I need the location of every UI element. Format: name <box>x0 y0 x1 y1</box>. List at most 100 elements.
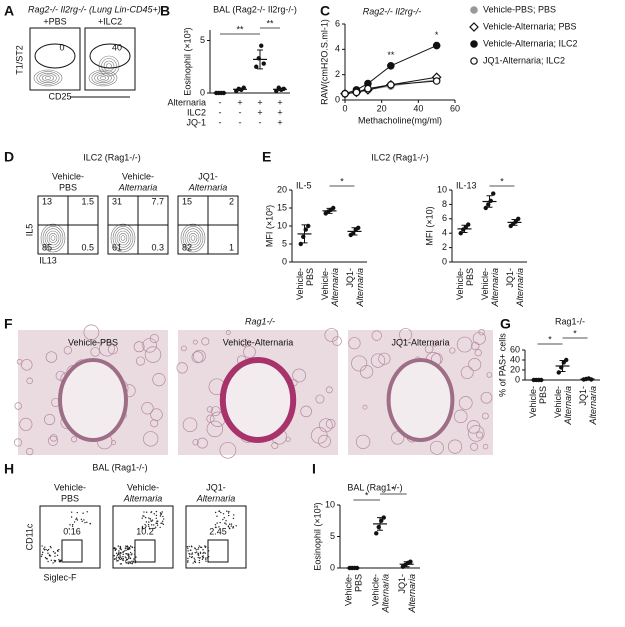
event-dot <box>142 515 144 517</box>
event-dot <box>227 526 230 528</box>
event-dot <box>215 526 217 529</box>
quadrant-value: 13 <box>42 196 52 206</box>
event-dot <box>188 545 190 548</box>
chart-title: Rag2-/- Il2rg-/- <box>363 6 422 16</box>
contour <box>110 223 136 253</box>
x-tick-label: Alternaria <box>330 268 340 308</box>
panel-letter: A <box>4 3 14 19</box>
chart-title: ILC2 (Rag1-/-) <box>371 152 429 162</box>
event-dot <box>194 560 196 563</box>
event-dot <box>119 545 122 548</box>
gate-value: 0 <box>59 42 64 52</box>
event-dot <box>149 518 152 520</box>
event-dot <box>144 516 147 519</box>
y-tick-label: 5 <box>282 238 287 248</box>
y-tick-label: 0 <box>282 256 287 266</box>
tissue-texture <box>470 442 479 451</box>
event-dot <box>122 553 124 556</box>
legend-label: JQ1-Alternaria; ILC2 <box>483 55 565 65</box>
event-dot <box>68 528 70 530</box>
tissue-texture <box>424 344 434 354</box>
event-dot <box>187 561 189 563</box>
event-dot <box>156 524 159 526</box>
event-dot <box>145 525 147 527</box>
contour <box>42 226 64 250</box>
x-axis-label: Siglec-F <box>43 572 77 582</box>
event-dot <box>80 518 83 520</box>
event-dot <box>89 522 92 525</box>
event-dot <box>153 524 155 526</box>
gate <box>134 539 156 563</box>
tissue-texture <box>107 344 118 355</box>
event-dot <box>153 513 155 515</box>
contour <box>120 235 126 241</box>
event-dot <box>193 557 195 559</box>
y-tick-label: 10 <box>437 184 447 194</box>
event-dot <box>218 510 220 513</box>
image-label: Vehicle-Alternaria <box>223 337 294 347</box>
tissue-texture <box>480 391 493 404</box>
data-point <box>381 515 386 520</box>
panel-letter: G <box>500 316 511 332</box>
tissue-texture <box>471 341 480 351</box>
tissue-texture <box>19 417 33 431</box>
tissue-texture <box>355 434 371 450</box>
event-dot <box>186 546 189 548</box>
event-dot <box>127 547 129 549</box>
event-dot <box>73 521 76 523</box>
event-dot <box>235 525 237 527</box>
event-dot <box>201 558 204 561</box>
event-dot <box>76 519 79 521</box>
event-dot <box>114 549 116 552</box>
tissue-texture <box>206 420 224 438</box>
data-point <box>261 61 266 66</box>
tissue-texture <box>144 346 162 363</box>
x-tick-label: Alternaria <box>380 574 390 614</box>
event-dot <box>160 513 162 515</box>
event-dot <box>155 514 158 517</box>
contour <box>40 223 66 253</box>
x-tick-label: JQ1- <box>578 386 588 406</box>
gate <box>89 43 131 69</box>
x-tick-label: Vehicle- <box>528 386 538 418</box>
event-dot <box>125 557 127 559</box>
event-dot <box>128 546 131 549</box>
data-point <box>466 222 471 227</box>
tissue-texture <box>83 324 100 341</box>
tissue-texture <box>449 347 456 354</box>
event-dot <box>124 547 127 549</box>
legend-marker <box>470 57 478 65</box>
event-dot <box>117 559 119 562</box>
image-label: Vehicle-PBS <box>68 337 118 347</box>
contour <box>33 69 63 87</box>
event-dot <box>131 562 134 565</box>
event-dot <box>205 557 207 559</box>
quadrant-value: 1 <box>229 242 234 252</box>
x-tick-label: 0 <box>342 103 347 113</box>
tissue-texture <box>474 349 482 357</box>
plot-label: Vehicle- <box>122 171 154 181</box>
contour <box>99 76 107 80</box>
y-axis-label: MFI (×10²) <box>264 205 274 247</box>
event-dot <box>196 551 198 553</box>
tissue-texture <box>332 336 342 346</box>
event-dot <box>48 554 51 557</box>
tissue-texture <box>143 431 159 447</box>
tissue-texture <box>63 346 72 355</box>
event-dot <box>69 524 71 526</box>
flow-plot-frame <box>29 27 81 91</box>
x-tick-label: Alternaria <box>515 268 525 308</box>
tissue-texture <box>44 413 56 426</box>
factor-level: + <box>277 117 282 127</box>
quadrant-value: 31 <box>112 196 122 206</box>
y-tick-label: 60 <box>510 344 520 354</box>
event-dot <box>204 552 206 554</box>
panel-letter: B <box>160 3 170 19</box>
event-dot <box>232 517 235 520</box>
x-tick-label: PBS <box>465 268 475 286</box>
error-bar <box>377 517 383 531</box>
event-dot <box>118 550 120 552</box>
tissue-texture <box>240 339 248 347</box>
plot-label: +PBS <box>43 16 66 26</box>
error-bar <box>326 207 333 214</box>
